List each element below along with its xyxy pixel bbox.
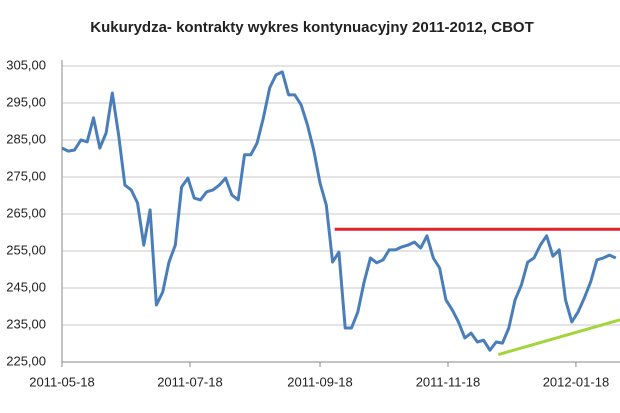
y-tick-label: 265,00	[6, 205, 46, 220]
y-tick-label: 295,00	[6, 94, 46, 109]
x-tick-label: 2011-05-18	[29, 374, 95, 389]
chart-title: Kukurydza- kontrakty wykres kontynuacyjn…	[90, 19, 534, 36]
line-series	[61, 70, 617, 352]
line-series	[497, 318, 620, 357]
y-tick-label: 245,00	[6, 279, 46, 294]
y-tick-label: 235,00	[6, 316, 46, 331]
y-tick-label: 275,00	[6, 168, 46, 183]
y-tick-label: 255,00	[6, 242, 46, 257]
x-tick-label: 2012-01-18	[543, 374, 610, 389]
x-tick-label: 2011-11-18	[416, 374, 481, 389]
x-tick-label: 2011-09-18	[287, 374, 353, 389]
x-tick-label: 2011-07-18	[157, 374, 223, 389]
y-tick-label: 305,00	[6, 57, 46, 72]
y-tick-label: 285,00	[6, 131, 46, 146]
y-tick-label: 225,00	[6, 353, 46, 368]
